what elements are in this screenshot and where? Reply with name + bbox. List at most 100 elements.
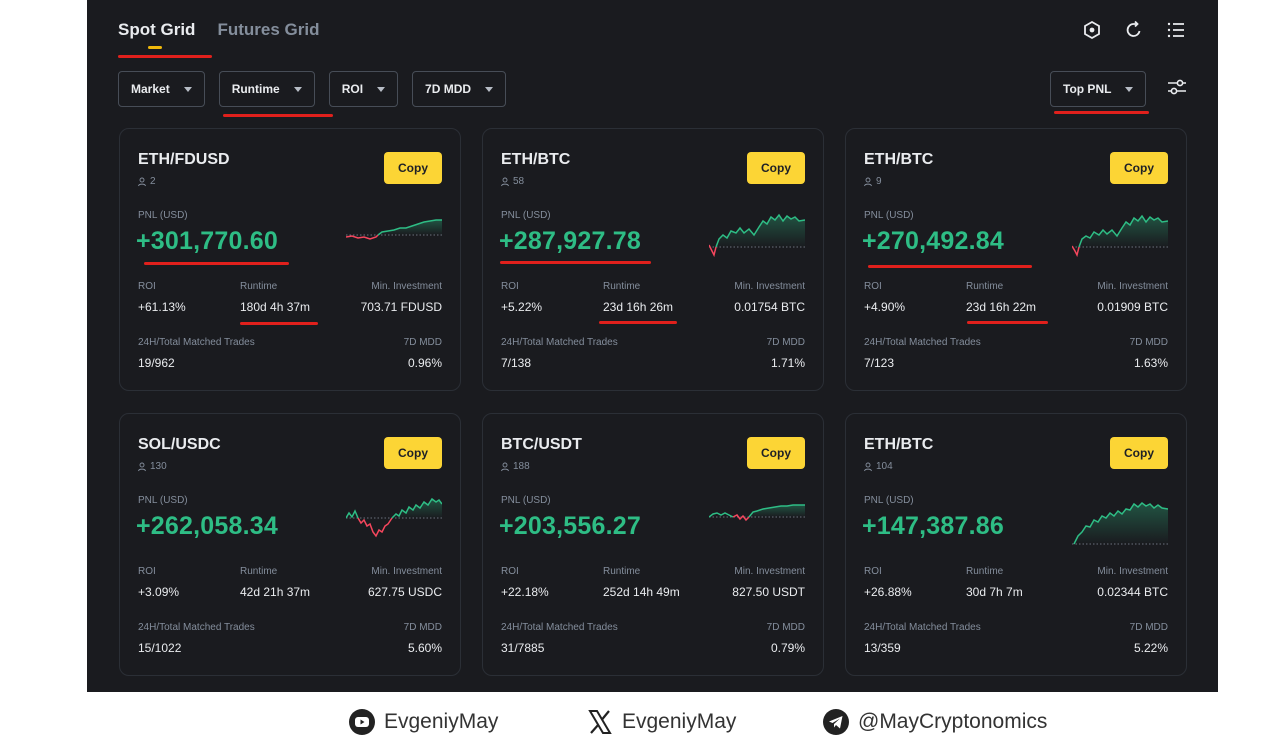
filter-roi[interactable]: ROI <box>328 71 399 107</box>
sort-top-pnl[interactable]: Top PNL <box>1050 71 1147 107</box>
x-link[interactable]: EvgeniyMay <box>586 708 736 736</box>
followers-count: 9 <box>864 176 882 187</box>
followers-count: 2 <box>138 176 156 187</box>
copy-button[interactable]: Copy <box>1110 437 1168 469</box>
annotation-underline <box>118 55 212 58</box>
trading-pair: ETH/FDUSD <box>138 151 230 168</box>
mdd-value: 1.63% <box>1133 356 1168 370</box>
pnl-value: +203,556.27 <box>499 512 641 540</box>
roi-value: +5.22% <box>501 300 543 314</box>
min-investment-value: 827.50 USDT <box>732 585 805 599</box>
mdd-label: 7D MDD <box>1129 337 1168 348</box>
mdd-label: 7D MDD <box>403 622 442 633</box>
grid-tabs: Spot Grid Futures Grid <box>118 20 319 49</box>
trades-value: 15/1022 <box>138 641 182 655</box>
grid-card[interactable]: ETH/FDUSD 2 Copy PNL (USD) +301,770.60 R… <box>119 128 461 391</box>
runtime-value: 23d 16h 26m <box>603 300 674 314</box>
pnl-label: PNL (USD) <box>864 210 914 221</box>
runtime-value: 252d 14h 49m <box>603 585 680 599</box>
spot-grid-panel: Spot Grid Futures Grid Market Runtime RO… <box>87 0 1218 692</box>
followers-count: 58 <box>501 176 524 187</box>
grid-card[interactable]: ETH/BTC 104 Copy PNL (USD) +147,387.86 R… <box>845 413 1187 676</box>
roi-label: ROI <box>138 566 156 577</box>
caret-down-icon <box>183 86 192 92</box>
runtime-label: Runtime <box>603 566 641 577</box>
pnl-label: PNL (USD) <box>501 495 551 506</box>
trades-value: 7/138 <box>501 356 532 370</box>
min-investment-value: 627.75 USDC <box>367 585 442 599</box>
filter-settings-icon[interactable] <box>1166 76 1188 98</box>
annotation-underline <box>223 114 333 117</box>
grid-card[interactable]: BTC/USDT 188 Copy PNL (USD) +203,556.27 … <box>482 413 824 676</box>
grid-card[interactable]: SOL/USDC 130 Copy PNL (USD) +262,058.34 … <box>119 413 461 676</box>
trading-pair: BTC/USDT <box>501 436 582 453</box>
pnl-value: +270,492.84 <box>862 227 1004 255</box>
trades-label: 24H/Total Matched Trades <box>138 337 255 348</box>
mdd-label: 7D MDD <box>766 337 805 348</box>
copy-button[interactable]: Copy <box>1110 152 1168 184</box>
mdd-label: 7D MDD <box>1129 622 1168 633</box>
social-footer: EvgeniyMay EvgeniyMay @MayCryptonomics <box>0 708 1280 744</box>
header-actions <box>1082 20 1186 40</box>
roi-label: ROI <box>501 566 519 577</box>
filter-runtime[interactable]: Runtime <box>218 71 315 107</box>
filter-market[interactable]: Market <box>118 71 205 107</box>
youtube-icon <box>349 709 375 735</box>
grid-card[interactable]: ETH/BTC 58 Copy PNL (USD) +287,927.78 RO… <box>482 128 824 391</box>
pnl-sparkline <box>346 219 442 240</box>
min-investment-label: Min. Investment <box>734 281 805 292</box>
min-investment-label: Min. Investment <box>371 566 442 577</box>
roi-label: ROI <box>864 281 882 292</box>
filter-label: Runtime <box>231 82 280 96</box>
copy-button[interactable]: Copy <box>384 437 442 469</box>
x-icon <box>588 710 612 734</box>
pnl-sparkline <box>709 213 805 258</box>
roi-value: +4.90% <box>864 300 906 314</box>
users-icon <box>864 177 872 186</box>
youtube-link[interactable]: EvgeniyMay <box>348 708 498 736</box>
annotation-underline <box>599 321 677 324</box>
tab-futures-grid[interactable]: Futures Grid <box>217 20 319 40</box>
telegram-link[interactable]: @MayCryptonomics <box>822 708 1047 736</box>
refresh-icon[interactable] <box>1124 20 1144 40</box>
pnl-label: PNL (USD) <box>501 210 551 221</box>
mdd-label: 7D MDD <box>766 622 805 633</box>
roi-value: +3.09% <box>138 585 180 599</box>
mdd-label: 7D MDD <box>403 337 442 348</box>
mdd-value: 0.96% <box>407 356 442 370</box>
youtube-handle: EvgeniyMay <box>384 710 499 733</box>
trades-value: 19/962 <box>138 356 175 370</box>
runtime-label: Runtime <box>240 281 278 292</box>
trades-value: 13/359 <box>864 641 901 655</box>
caret-down-icon <box>485 86 494 92</box>
roi-label: ROI <box>501 281 519 292</box>
copy-button[interactable]: Copy <box>747 152 805 184</box>
followers-count: 104 <box>864 461 893 472</box>
roi-label: ROI <box>864 566 882 577</box>
trades-label: 24H/Total Matched Trades <box>138 622 255 633</box>
trades-label: 24H/Total Matched Trades <box>864 337 981 348</box>
copy-button[interactable]: Copy <box>747 437 805 469</box>
trades-value: 7/123 <box>864 356 895 370</box>
sort-label: Top PNL <box>1063 82 1112 96</box>
roi-value: +26.88% <box>864 585 912 599</box>
roi-value: +22.18% <box>501 585 549 599</box>
pnl-label: PNL (USD) <box>138 495 188 506</box>
users-icon <box>864 462 872 471</box>
grid-card[interactable]: ETH/BTC 9 Copy PNL (USD) +270,492.84 ROI… <box>845 128 1187 391</box>
pnl-value: +301,770.60 <box>136 227 278 255</box>
filter-7d-mdd[interactable]: 7D MDD <box>412 71 507 107</box>
runtime-label: Runtime <box>966 566 1004 577</box>
tab-spot-grid[interactable]: Spot Grid <box>118 20 195 49</box>
settings-hex-icon[interactable] <box>1082 20 1102 40</box>
annotation-underline <box>1054 111 1149 114</box>
list-icon[interactable] <box>1166 20 1186 40</box>
trading-pair: ETH/BTC <box>864 151 934 168</box>
runtime-value: 23d 16h 22m <box>966 300 1037 314</box>
caret-down-icon <box>377 86 386 92</box>
pnl-label: PNL (USD) <box>138 210 188 221</box>
filter-label: ROI <box>341 82 364 96</box>
annotation-underline <box>240 322 318 325</box>
copy-button[interactable]: Copy <box>384 152 442 184</box>
min-investment-value: 0.01909 BTC <box>1097 300 1168 314</box>
